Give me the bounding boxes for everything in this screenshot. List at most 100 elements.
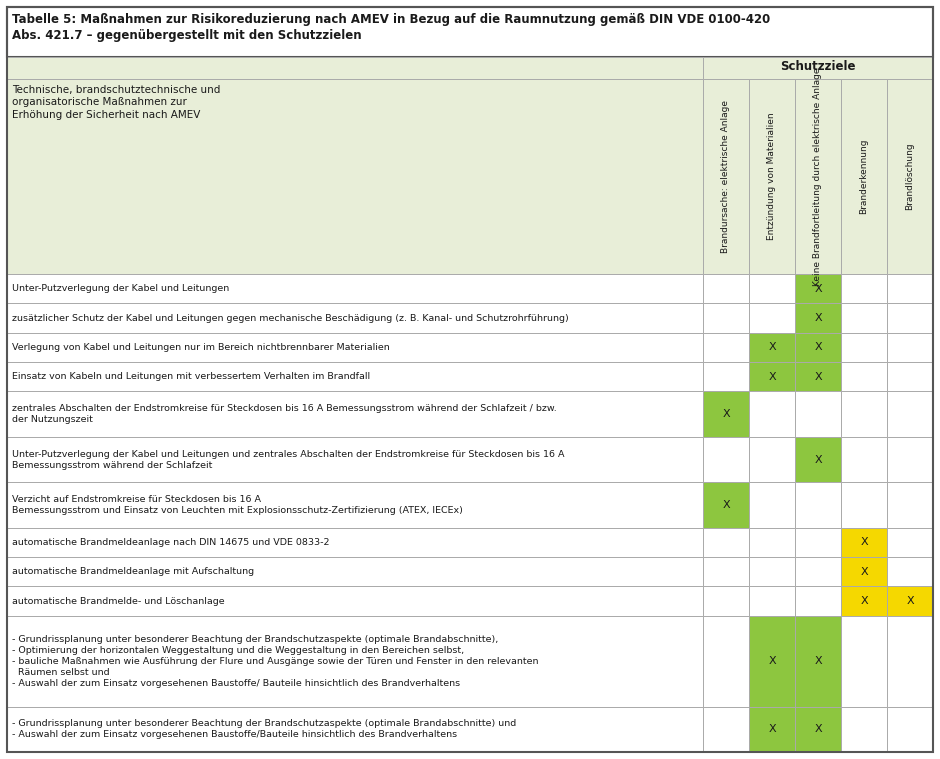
Bar [7, 57, 703, 79]
Text: Unter-Putzverlegung der Kabel und Leitungen und zentrales Abschalten der Endstro: Unter-Putzverlegung der Kabel und Leitun… [12, 449, 565, 470]
Bar [795, 616, 841, 707]
Text: X: X [722, 409, 729, 419]
Bar [841, 332, 887, 362]
Text: - Grundrissplanung unter besonderer Beachtung der Brandschutzaspekte (optimale B: - Grundrissplanung unter besonderer Beac… [12, 635, 539, 688]
Bar [887, 437, 933, 482]
Bar [841, 482, 887, 528]
Text: Brandursache: elektrische Anlage: Brandursache: elektrische Anlage [722, 100, 730, 253]
Bar [749, 332, 795, 362]
Bar [887, 587, 933, 616]
Bar [7, 7, 933, 57]
Bar [887, 362, 933, 392]
Bar [841, 304, 887, 332]
Text: X: X [814, 284, 822, 294]
Bar [7, 57, 933, 79]
Text: automatische Brandmeldeanlage nach DIN 14675 und VDE 0833-2: automatische Brandmeldeanlage nach DIN 1… [12, 538, 330, 547]
Bar [749, 557, 795, 587]
Bar [749, 437, 795, 482]
Bar [795, 557, 841, 587]
Text: X: X [768, 372, 775, 382]
Bar [7, 437, 703, 482]
Bar [887, 557, 933, 587]
Bar [7, 482, 703, 528]
Bar [703, 79, 749, 274]
Bar [841, 274, 887, 304]
Text: Technische, brandschutztechnische und
organisatorische Maßnahmen zur
Erhöhung de: Technische, brandschutztechnische und or… [12, 85, 220, 120]
Bar [841, 362, 887, 392]
Bar [795, 362, 841, 392]
Bar [749, 482, 795, 528]
Bar [887, 528, 933, 557]
Bar [703, 707, 749, 752]
Bar [703, 437, 749, 482]
Bar [795, 707, 841, 752]
Bar [887, 274, 933, 304]
Bar [703, 332, 749, 362]
Bar [749, 587, 795, 616]
Bar [749, 616, 795, 707]
Bar [7, 587, 703, 616]
Bar [887, 707, 933, 752]
Bar [887, 79, 933, 274]
Bar [887, 482, 933, 528]
Bar [7, 616, 703, 707]
Text: - Grundrissplanung unter besonderer Beachtung der Brandschutzaspekte (optimale B: - Grundrissplanung unter besonderer Beac… [12, 720, 516, 739]
Bar [887, 616, 933, 707]
Bar [841, 557, 887, 587]
Bar [795, 304, 841, 332]
Bar [841, 587, 887, 616]
Bar [795, 528, 841, 557]
Bar [7, 392, 703, 437]
Bar [7, 274, 703, 304]
Text: X: X [768, 342, 775, 352]
Bar [749, 79, 795, 274]
Text: X: X [814, 342, 822, 352]
Text: X: X [814, 657, 822, 666]
Text: X: X [814, 313, 822, 323]
Bar [7, 304, 703, 332]
Text: X: X [860, 567, 868, 577]
Bar [703, 528, 749, 557]
Text: automatische Brandmelde- und Löschanlage: automatische Brandmelde- und Löschanlage [12, 597, 225, 606]
Bar [795, 437, 841, 482]
Bar [703, 274, 749, 304]
Bar [795, 274, 841, 304]
Text: X: X [722, 500, 729, 510]
Text: X: X [860, 596, 868, 606]
Text: Branderkennung: Branderkennung [859, 139, 869, 214]
Bar [887, 332, 933, 362]
Text: Entzündung von Materialien: Entzündung von Materialien [767, 112, 776, 241]
Text: Verlegung von Kabel und Leitungen nur im Bereich nichtbrennbarer Materialien: Verlegung von Kabel und Leitungen nur im… [12, 343, 390, 352]
Bar [7, 332, 703, 362]
Bar [887, 392, 933, 437]
Bar [749, 362, 795, 392]
Text: Verzicht auf Endstromkreise für Steckdosen bis 16 A
Bemessungsstrom und Einsatz : Verzicht auf Endstromkreise für Steckdos… [12, 495, 462, 515]
Bar [841, 392, 887, 437]
Text: Brandlöschung: Brandlöschung [905, 143, 915, 210]
Bar [795, 482, 841, 528]
Bar [841, 437, 887, 482]
Bar [749, 274, 795, 304]
Text: zentrales Abschalten der Endstromkreise für Steckdosen bis 16 A Bemessungsstrom : zentrales Abschalten der Endstromkreise … [12, 404, 556, 424]
Text: X: X [814, 455, 822, 465]
Bar [7, 707, 703, 752]
Text: Unter-Putzverlegung der Kabel und Leitungen: Unter-Putzverlegung der Kabel und Leitun… [12, 284, 229, 293]
Text: X: X [814, 372, 822, 382]
Text: X: X [768, 724, 775, 734]
Bar [703, 557, 749, 587]
Bar [7, 79, 703, 274]
Text: Tabelle 5: Maßnahmen zur Risikoreduzierung nach AMEV in Bezug auf die Raumnutzun: Tabelle 5: Maßnahmen zur Risikoreduzieru… [12, 13, 770, 26]
Text: X: X [768, 657, 775, 666]
Text: Schutzziele: Schutzziele [780, 60, 855, 73]
Bar [795, 587, 841, 616]
Bar [795, 79, 841, 274]
Bar [749, 304, 795, 332]
Bar [7, 557, 703, 587]
Bar [703, 362, 749, 392]
Bar [795, 332, 841, 362]
Bar [703, 392, 749, 437]
Bar [749, 528, 795, 557]
Bar [7, 528, 703, 557]
Text: X: X [906, 596, 914, 606]
Bar [887, 304, 933, 332]
